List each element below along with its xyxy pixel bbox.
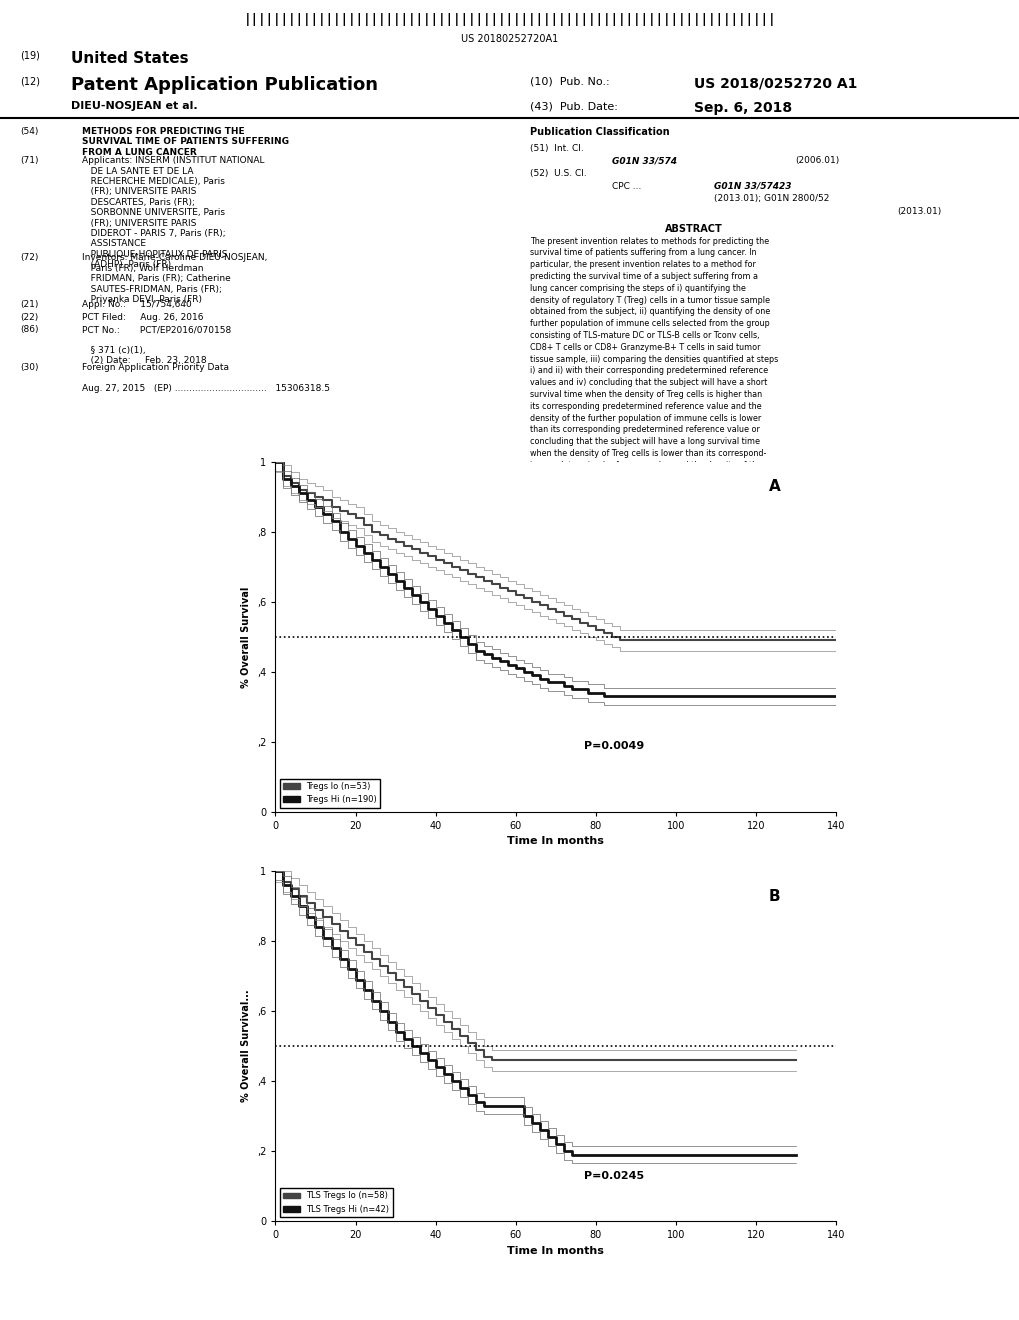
Text: (21): (21) bbox=[20, 300, 39, 309]
Y-axis label: % Overall Survival: % Overall Survival bbox=[242, 586, 252, 688]
Text: |||||||||||||||||||||||||||||||||||||||||||||||||||||||||||||||||||||||: ||||||||||||||||||||||||||||||||||||||||… bbox=[244, 13, 775, 25]
Y-axis label: % Overall Survival...: % Overall Survival... bbox=[242, 990, 252, 1102]
Text: Publication Classification: Publication Classification bbox=[530, 127, 669, 137]
Text: (10)  Pub. No.:: (10) Pub. No.: bbox=[530, 77, 609, 86]
Text: PCT Filed:     Aug. 26, 2016: PCT Filed: Aug. 26, 2016 bbox=[82, 313, 203, 322]
TLS Tregs lo (n=58) bbox=[790, 1052, 802, 1068]
Tregs Hi (n=190) bbox=[557, 678, 570, 694]
TLS Tregs Hi (n=42) bbox=[381, 1014, 393, 1030]
Text: DIEU-NOSJEAN et al.: DIEU-NOSJEAN et al. bbox=[71, 102, 198, 111]
Text: US 2018/0252720 A1: US 2018/0252720 A1 bbox=[693, 77, 856, 90]
Text: (51)  Int. Cl.: (51) Int. Cl. bbox=[530, 144, 584, 153]
Text: Applicants: INSERM (INSTITUT NATIONAL
   DE LA SANTE ET DE LA
   RECHERCHE MEDIC: Applicants: INSERM (INSTITUT NATIONAL DE… bbox=[82, 156, 264, 269]
TLS Tregs Hi (n=42) bbox=[597, 1147, 609, 1163]
Text: Sep. 6, 2018: Sep. 6, 2018 bbox=[693, 102, 791, 115]
Text: P=0.0049: P=0.0049 bbox=[584, 741, 644, 751]
Tregs Hi (n=190) bbox=[518, 664, 530, 680]
Text: (22): (22) bbox=[20, 313, 39, 322]
TLS Tregs lo (n=58) bbox=[485, 1052, 497, 1068]
TLS Tregs lo (n=58) bbox=[518, 1052, 530, 1068]
Text: G01N 33/574: G01N 33/574 bbox=[611, 156, 677, 165]
Line: Tregs Hi (n=190): Tregs Hi (n=190) bbox=[275, 462, 836, 697]
Tregs lo (n=53) bbox=[501, 583, 514, 599]
X-axis label: Time In months: Time In months bbox=[507, 837, 603, 846]
Text: Foreign Application Priority Data

Aug. 27, 2015   (EP) ........................: Foreign Application Priority Data Aug. 2… bbox=[82, 363, 329, 393]
TLS Tregs Hi (n=42) bbox=[533, 1122, 545, 1138]
Tregs Hi (n=190) bbox=[429, 609, 441, 624]
Text: METHODS FOR PREDICTING THE
SURVIVAL TIME OF PATIENTS SUFFERING
FROM A LUNG CANCE: METHODS FOR PREDICTING THE SURVIVAL TIME… bbox=[82, 127, 288, 157]
Text: (2013.01); G01N 2800/52: (2013.01); G01N 2800/52 bbox=[713, 194, 828, 203]
Text: (72): (72) bbox=[20, 253, 39, 263]
Tregs Hi (n=190) bbox=[501, 657, 514, 673]
TLS Tregs Hi (n=42) bbox=[790, 1147, 802, 1163]
Text: (52)  U.S. Cl.: (52) U.S. Cl. bbox=[530, 169, 587, 178]
TLS Tregs lo (n=58) bbox=[541, 1052, 553, 1068]
Line: Tregs lo (n=53): Tregs lo (n=53) bbox=[275, 462, 836, 640]
TLS Tregs Hi (n=42) bbox=[269, 863, 281, 879]
Text: (30): (30) bbox=[20, 363, 39, 372]
Text: United States: United States bbox=[71, 50, 189, 66]
Text: A: A bbox=[768, 479, 781, 495]
Text: ABSTRACT: ABSTRACT bbox=[664, 224, 721, 234]
TLS Tregs Hi (n=42) bbox=[518, 1109, 530, 1125]
Tregs lo (n=53) bbox=[557, 609, 570, 624]
Tregs Hi (n=190) bbox=[829, 689, 842, 705]
Tregs lo (n=53) bbox=[341, 507, 354, 523]
Tregs lo (n=53) bbox=[613, 632, 626, 648]
Tregs lo (n=53) bbox=[429, 552, 441, 568]
Tregs Hi (n=190) bbox=[341, 531, 354, 546]
Text: (19): (19) bbox=[20, 50, 40, 61]
Text: (12): (12) bbox=[20, 77, 41, 86]
Text: (54): (54) bbox=[20, 127, 39, 136]
TLS Tregs lo (n=58) bbox=[381, 965, 393, 981]
Line: TLS Tregs lo (n=58): TLS Tregs lo (n=58) bbox=[275, 871, 796, 1060]
Text: (2006.01): (2006.01) bbox=[795, 156, 839, 165]
Text: B: B bbox=[768, 888, 780, 904]
Text: (43)  Pub. Date:: (43) Pub. Date: bbox=[530, 102, 618, 111]
Legend: TLS Tregs lo (n=58), TLS Tregs Hi (n=42): TLS Tregs lo (n=58), TLS Tregs Hi (n=42) bbox=[279, 1188, 392, 1217]
TLS Tregs lo (n=58) bbox=[597, 1052, 609, 1068]
TLS Tregs Hi (n=42) bbox=[566, 1147, 578, 1163]
Text: (71): (71) bbox=[20, 156, 39, 165]
TLS Tregs lo (n=58) bbox=[269, 863, 281, 879]
Text: PCT No.:       PCT/EP2016/070158

   § 371 (c)(1),
   (2) Date:     Feb. 23, 201: PCT No.: PCT/EP2016/070158 § 371 (c)(1),… bbox=[82, 325, 230, 366]
Text: G01N 33/57423: G01N 33/57423 bbox=[713, 182, 791, 190]
Text: The present invention relates to methods for predicting the
survival time of pat: The present invention relates to methods… bbox=[530, 236, 777, 494]
Text: Inventors: Marie-Caroline DIEU-NOSJEAN,
   Paris (FR); Wolf Herdman
   FRIDMAN, : Inventors: Marie-Caroline DIEU-NOSJEAN, … bbox=[82, 253, 267, 304]
Tregs Hi (n=190) bbox=[597, 689, 609, 705]
TLS Tregs Hi (n=42) bbox=[645, 1147, 657, 1163]
Text: US 20180252720A1: US 20180252720A1 bbox=[461, 34, 558, 44]
Text: P=0.0245: P=0.0245 bbox=[584, 1171, 643, 1181]
Tregs lo (n=53) bbox=[525, 594, 537, 610]
X-axis label: Time In months: Time In months bbox=[507, 1246, 603, 1255]
Text: Appl. No.:     15/754,640: Appl. No.: 15/754,640 bbox=[82, 300, 192, 309]
Tregs lo (n=53) bbox=[269, 454, 281, 470]
TLS Tregs lo (n=58) bbox=[645, 1052, 657, 1068]
TLS Tregs Hi (n=42) bbox=[510, 1098, 522, 1114]
Tregs lo (n=53) bbox=[518, 590, 530, 606]
Legend: Tregs lo (n=53), Tregs Hi (n=190): Tregs lo (n=53), Tregs Hi (n=190) bbox=[279, 779, 380, 808]
Tregs Hi (n=190) bbox=[525, 668, 537, 684]
Text: (86): (86) bbox=[20, 325, 39, 334]
Tregs lo (n=53) bbox=[829, 632, 842, 648]
Text: Patent Application Publication: Patent Application Publication bbox=[71, 77, 378, 94]
Text: (2013.01): (2013.01) bbox=[897, 207, 941, 216]
Line: TLS Tregs Hi (n=42): TLS Tregs Hi (n=42) bbox=[275, 871, 796, 1155]
Text: CPC ...: CPC ... bbox=[611, 182, 641, 190]
TLS Tregs lo (n=58) bbox=[525, 1052, 537, 1068]
Tregs Hi (n=190) bbox=[269, 454, 281, 470]
